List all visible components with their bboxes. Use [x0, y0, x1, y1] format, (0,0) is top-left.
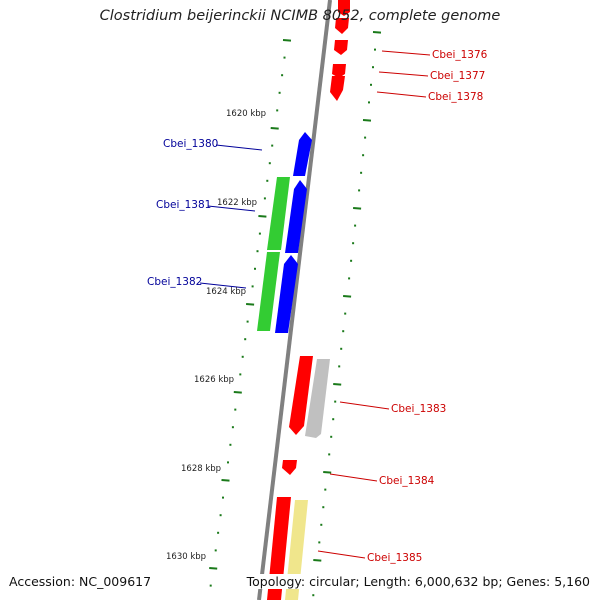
kbp-labels: 1620 kbp 1622 kbp 1624 kbp 1626 kbp 1628… [166, 109, 266, 562]
scale-tick-outer [353, 207, 362, 210]
forward-features [267, 0, 350, 600]
feature-cbei-1384[interactable] [282, 460, 297, 475]
scale-tick-inner [233, 391, 242, 394]
gene-labels: Cbei_1376 Cbei_1377 Cbei_1378 Cbei_1380 … [147, 49, 488, 564]
accession-text: Accession: NC_009617 [9, 574, 152, 589]
feature-cbei-1382-green[interactable] [257, 252, 280, 331]
scale-tick-outer [333, 383, 342, 386]
feature-cbei-1381-blue[interactable] [285, 180, 307, 253]
kbp-label-1630: 1630 kbp [166, 552, 206, 562]
gene-label-cbei-1376[interactable]: Cbei_1376 [432, 49, 488, 61]
genome-summary-text: Topology: circular; Length: 6,000,632 bp… [242, 574, 590, 589]
gene-label-cbei-1382[interactable]: Cbei_1382 [147, 276, 202, 288]
scale-tick-outer [362, 119, 372, 122]
feature-cbei-1378[interactable] [330, 76, 345, 101]
scale-tick-inner [270, 127, 279, 130]
kbp-label-1622: 1622 kbp [217, 198, 257, 208]
scale-tick-inner [209, 567, 218, 570]
gene-label-cbei-1378[interactable]: Cbei_1378 [428, 91, 483, 103]
gene-label-cbei-1380[interactable]: Cbei_1380 [163, 138, 218, 150]
feature-cbei-1377[interactable] [332, 64, 346, 78]
scale-tick-outer [313, 559, 322, 562]
gene-leader-lines [199, 50, 431, 559]
kbp-label-1626: 1626 kbp [194, 375, 234, 385]
leader-cbei-1378 [376, 91, 427, 98]
leader-cbei-1383 [339, 401, 390, 410]
scale-tick-outer [343, 295, 352, 298]
feature-cbei-1383-red[interactable] [289, 356, 313, 435]
gene-label-cbei-1383[interactable]: Cbei_1383 [391, 403, 446, 415]
kbp-label-1628: 1628 kbp [181, 464, 221, 474]
feature-cbei-1376c[interactable] [334, 40, 348, 55]
leader-cbei-1377 [378, 71, 429, 77]
leader-cbei-1376 [381, 50, 431, 56]
reverse-features [257, 132, 312, 333]
backbone-line [257, 0, 332, 600]
feature-cbei-1381-green[interactable] [267, 177, 290, 250]
gene-label-cbei-1384[interactable]: Cbei_1384 [379, 475, 435, 487]
scale-tick-inner [258, 215, 267, 218]
leader-cbei-1380 [215, 144, 263, 151]
feature-cbei-1383-gray[interactable] [305, 359, 330, 438]
leader-cbei-1385 [317, 550, 366, 559]
scale-tick-outer [323, 471, 332, 474]
feature-cbei-1376[interactable] [338, 0, 350, 16]
feature-cbei-1382-blue[interactable] [275, 255, 298, 333]
scale-tick-inner [221, 479, 230, 482]
kbp-label-1624: 1624 kbp [206, 287, 246, 297]
feature-cbei-1380[interactable] [293, 132, 312, 176]
map-title: Clostridium beijerinckii NCIMB 8052, com… [99, 8, 501, 24]
feature-cbei-1376b[interactable] [335, 18, 349, 34]
scale-tick-inner [282, 39, 292, 42]
gene-label-cbei-1377[interactable]: Cbei_1377 [430, 70, 485, 82]
leader-cbei-1384 [329, 473, 378, 482]
leader-cbei-1382 [199, 282, 247, 289]
gene-label-cbei-1381[interactable]: Cbei_1381 [156, 199, 211, 211]
scale-tick-inner [246, 303, 255, 306]
scale-tick-outer [372, 31, 382, 34]
gene-label-cbei-1385[interactable]: Cbei_1385 [367, 552, 422, 564]
leader-cbei-1381 [207, 205, 256, 212]
kbp-label-1620: 1620 kbp [226, 109, 266, 119]
